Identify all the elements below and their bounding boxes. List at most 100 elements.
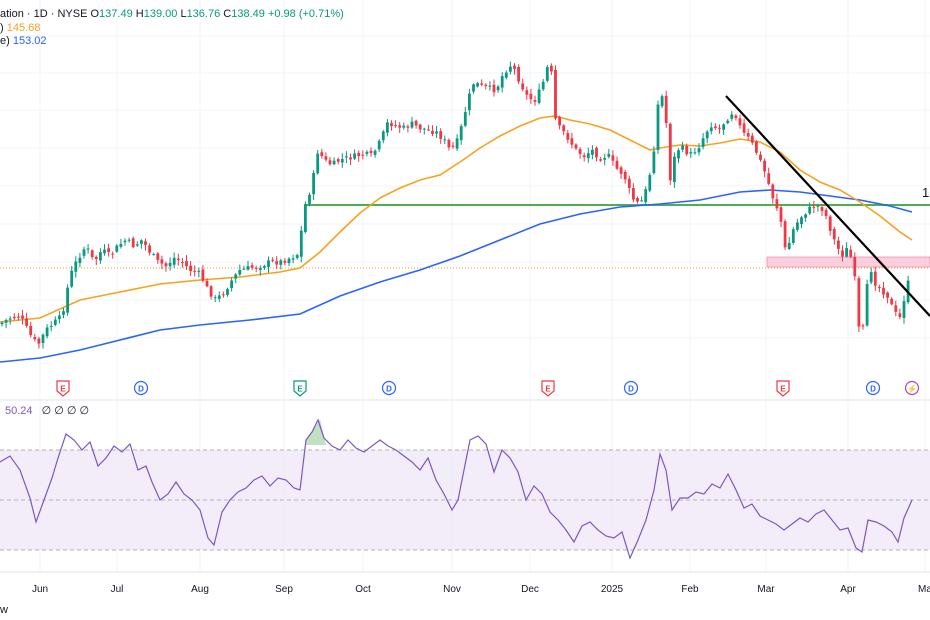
- earnings-marker[interactable]: E: [56, 380, 70, 397]
- candle-body: [492, 84, 496, 93]
- svg-text:E: E: [297, 385, 303, 394]
- candle-body: [886, 292, 889, 298]
- candle-body: [131, 238, 135, 248]
- candle-body: [82, 249, 86, 256]
- candle-body: [648, 174, 652, 191]
- candle-body: [332, 160, 336, 165]
- candle-body: [697, 148, 701, 153]
- candle-body: [234, 274, 238, 279]
- candle-body: [570, 138, 574, 145]
- candle-body: [181, 262, 184, 264]
- candle-body: [25, 318, 28, 326]
- candle-body: [254, 267, 258, 269]
- dividend-marker[interactable]: D: [865, 380, 881, 396]
- dividend-marker[interactable]: D: [623, 380, 639, 396]
- symbol-title: ation · 1D · NYSE: [0, 8, 88, 20]
- candle-body: [271, 259, 274, 261]
- svg-text:E: E: [545, 385, 551, 394]
- candle-body: [652, 151, 656, 174]
- candle-body: [410, 121, 414, 128]
- candlestick-series: [0, 61, 910, 349]
- downtrend-line[interactable]: [725, 95, 930, 317]
- candle-body: [664, 95, 668, 124]
- candle-body: [78, 257, 82, 264]
- time-axis-label: Nov: [443, 584, 461, 595]
- dividend-marker[interactable]: D: [381, 380, 397, 396]
- candle-body: [705, 131, 709, 139]
- split-marker[interactable]: ⚡: [904, 380, 920, 396]
- candle-body: [496, 86, 500, 91]
- candle-body: [205, 280, 209, 287]
- candle-body: [673, 156, 676, 182]
- open-label: O: [90, 8, 100, 20]
- candle-body: [783, 221, 787, 248]
- candle-body: [197, 270, 201, 272]
- candle-body: [185, 260, 188, 267]
- close-label: C: [223, 8, 232, 20]
- earnings-marker[interactable]: E: [541, 380, 555, 397]
- candle-body: [742, 123, 746, 133]
- candle-body: [504, 72, 508, 78]
- candle-body: [746, 132, 750, 137]
- candle-body: [381, 131, 385, 141]
- candle-body: [808, 206, 812, 214]
- candle-body: [541, 81, 545, 90]
- candle-body: [488, 85, 492, 87]
- candle-body: [427, 129, 430, 131]
- candle-body: [681, 145, 684, 150]
- candle-body: [324, 156, 328, 160]
- candle-body: [677, 150, 680, 159]
- candle-body: [58, 315, 61, 320]
- candle-body: [513, 65, 516, 69]
- svg-text:⚡: ⚡: [907, 384, 917, 394]
- candle-body: [701, 138, 705, 147]
- earnings-marker[interactable]: E: [776, 380, 790, 397]
- time-axis-label: Feb: [681, 584, 699, 595]
- candle-body: [857, 278, 861, 327]
- candle-body: [566, 133, 570, 140]
- candle-body: [119, 244, 123, 247]
- candle-body: [562, 125, 566, 132]
- candle-body: [533, 100, 537, 102]
- candle-body: [62, 311, 65, 315]
- candle-body: [398, 125, 402, 128]
- candle-body: [267, 260, 270, 267]
- candle-body: [103, 249, 106, 254]
- ma-slow-legend: e) 153.02: [0, 35, 47, 47]
- svg-text:D: D: [870, 385, 876, 394]
- candle-body: [312, 172, 315, 195]
- candle-body: [263, 266, 266, 268]
- candle-body: [328, 160, 332, 165]
- candle-body: [74, 261, 78, 272]
- resistance-zone[interactable]: [766, 256, 930, 268]
- right-edge-label: 1: [922, 185, 929, 200]
- candle-body: [890, 298, 894, 305]
- candle-body: [140, 240, 143, 244]
- candle-body: [41, 334, 45, 343]
- candle-body: [107, 248, 110, 253]
- moving-average-fast: [0, 115, 913, 323]
- earnings-marker[interactable]: E: [293, 380, 307, 397]
- candle-body: [820, 207, 824, 211]
- candle-body: [500, 76, 504, 88]
- time-axis-label: Aug: [191, 584, 209, 595]
- candle-body: [517, 66, 520, 82]
- candle-body: [791, 229, 795, 243]
- candle-body: [111, 253, 115, 255]
- dividend-marker[interactable]: D: [133, 380, 149, 396]
- candle-body: [755, 141, 758, 153]
- candle-body: [451, 145, 455, 147]
- low-label: L: [180, 8, 187, 20]
- time-axis-label: Jul: [111, 584, 124, 595]
- candle-body: [623, 171, 627, 180]
- candle-body: [275, 261, 279, 265]
- time-axis[interactable]: Jun Jul Aug Sep Oct Nov Dec 2025 Feb Mar Apr Ma: [32, 584, 930, 595]
- candle-body: [353, 153, 356, 159]
- candle-body: [418, 124, 422, 130]
- candle-body: [726, 120, 730, 124]
- candle-body: [853, 257, 857, 277]
- candle-body: [582, 155, 586, 158]
- candle-body: [463, 112, 467, 126]
- candle-body: [258, 268, 262, 270]
